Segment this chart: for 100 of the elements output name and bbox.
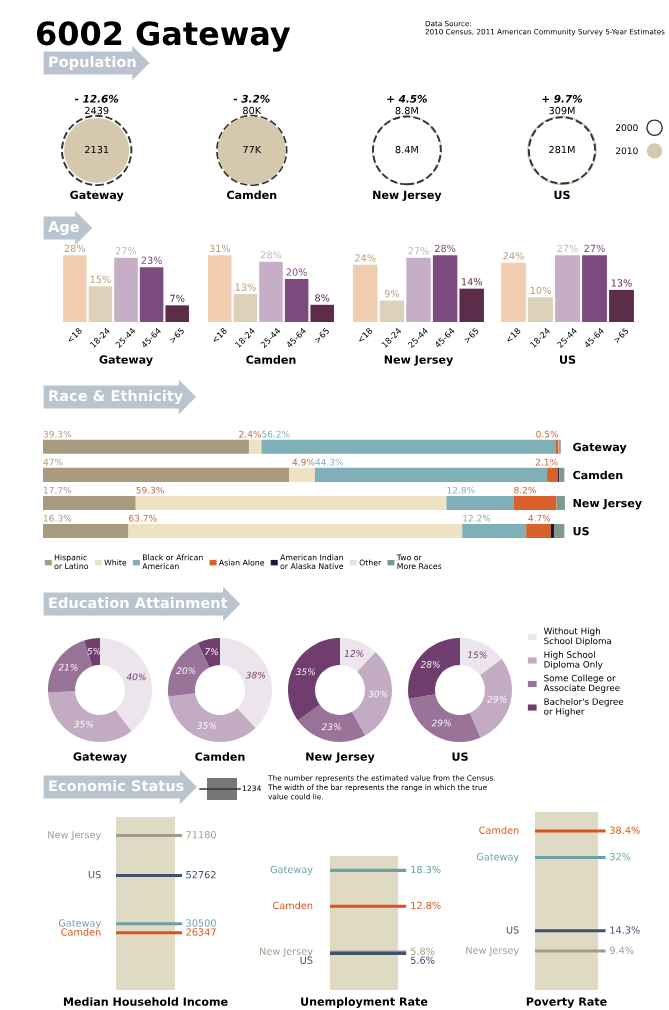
bar [43, 467, 290, 482]
bar [233, 294, 258, 322]
data-label: 10% [530, 286, 551, 295]
category-label: Camden [61, 928, 101, 936]
donut-slice [100, 638, 152, 732]
bar [139, 267, 164, 322]
data-label: 20% [176, 667, 196, 675]
bar [353, 264, 378, 322]
category-label: US [506, 926, 519, 934]
bar [135, 495, 447, 510]
data-label: 21% [58, 663, 78, 671]
bar [554, 523, 565, 538]
data-label: 15% [90, 275, 111, 284]
data-label: 8.4M [395, 145, 418, 154]
data-label: 16.3% [43, 514, 72, 522]
bar [248, 439, 262, 454]
bar [528, 297, 553, 322]
data-label: 7% [205, 648, 218, 656]
bar [459, 288, 484, 322]
data-label: 18.3% [411, 865, 441, 874]
data-label: 71180 [186, 831, 216, 839]
x-axis-title: US [560, 355, 576, 364]
data-label: 12.8% [447, 486, 475, 494]
text: Population [49, 55, 136, 71]
category-label: New Jersey [260, 947, 313, 957]
data-label: 28% [435, 244, 456, 253]
data-label: 35% [295, 668, 315, 676]
data-label: 17.7% [43, 486, 72, 494]
data-label: 309M [549, 106, 575, 115]
category-label: Gateway [476, 853, 519, 863]
x-tick-label: <18 [66, 327, 83, 344]
data-label: 8.8M [395, 106, 418, 115]
bar [261, 439, 556, 454]
data-label: 2131 [85, 145, 109, 154]
bar [43, 523, 129, 538]
data-label: 63.7% [129, 514, 157, 522]
bar [446, 495, 514, 510]
category-label: New Jersey [373, 190, 442, 202]
donut-slice [460, 638, 502, 676]
data-label: 2.4% [239, 430, 262, 438]
x-tick-label: <18 [211, 327, 228, 344]
data-label: 4.9% [292, 458, 315, 466]
legend-label: Without High School Diploma [543, 627, 612, 646]
category-label: Camden [273, 901, 313, 910]
bar [43, 439, 249, 454]
x-axis-title: Camden [246, 355, 296, 364]
bar [314, 467, 548, 482]
data-label: 14% [461, 278, 482, 286]
bar [559, 467, 565, 482]
bar [259, 261, 283, 322]
data-label: 27% [557, 244, 578, 253]
chart-title: Race & Ethnicity [49, 389, 184, 405]
data-label: 14.3% [610, 926, 640, 934]
bar [462, 523, 527, 538]
data-label: 12.2% [463, 514, 491, 522]
data-label: 30500 [186, 919, 216, 927]
x-tick-label: <18 [505, 327, 522, 344]
donut-slice [469, 659, 512, 738]
category-label: Gateway [58, 919, 101, 929]
data-label: 28% [64, 244, 86, 253]
text: + 9.7% [542, 94, 583, 103]
legend-label: Bachelor's Degree or Higher [544, 698, 624, 717]
text: 6002 Gateway [37, 21, 291, 52]
bar [432, 255, 458, 322]
data-label: 47% [43, 458, 63, 466]
donut-slice [220, 638, 272, 728]
data-label: 44.3% [315, 458, 344, 466]
text: - 12.6% [74, 94, 119, 103]
donut-slice [288, 638, 340, 721]
text: New Jersey [306, 752, 375, 763]
data-label: 15% [467, 651, 487, 659]
data-label: 12% [344, 650, 364, 657]
data-label: 31% [209, 244, 231, 253]
data-label: 7% [170, 294, 185, 303]
legend-label: 2010 [615, 147, 638, 155]
bar [547, 467, 559, 482]
data-label: 9.4% [609, 946, 634, 954]
bar [165, 305, 189, 322]
data-label: 4.7% [528, 514, 551, 522]
category-label: Gateway [70, 190, 124, 202]
bar [128, 523, 463, 538]
x-axis-title: Gateway [99, 355, 153, 366]
bar [88, 286, 113, 322]
text: Economic Status [49, 779, 184, 792]
data-label: 52762 [186, 870, 216, 879]
donut-slice [168, 693, 256, 742]
bar [555, 255, 580, 322]
data-label: 23% [321, 723, 341, 731]
data-label: 2.1% [535, 458, 558, 466]
data-label: 27% [584, 244, 605, 253]
data-label: 38.4% [610, 826, 640, 834]
bar [513, 495, 557, 510]
legend-label: Some College or Associate Degree [543, 674, 620, 693]
category-label: Gateway [270, 865, 313, 876]
data-label: 40% [126, 673, 146, 681]
text: Unemployment Rate [301, 997, 428, 1008]
data-label: 30% [368, 690, 388, 698]
data-label: 24% [355, 254, 376, 262]
data-label: 32% [610, 853, 631, 861]
bar [501, 262, 526, 322]
